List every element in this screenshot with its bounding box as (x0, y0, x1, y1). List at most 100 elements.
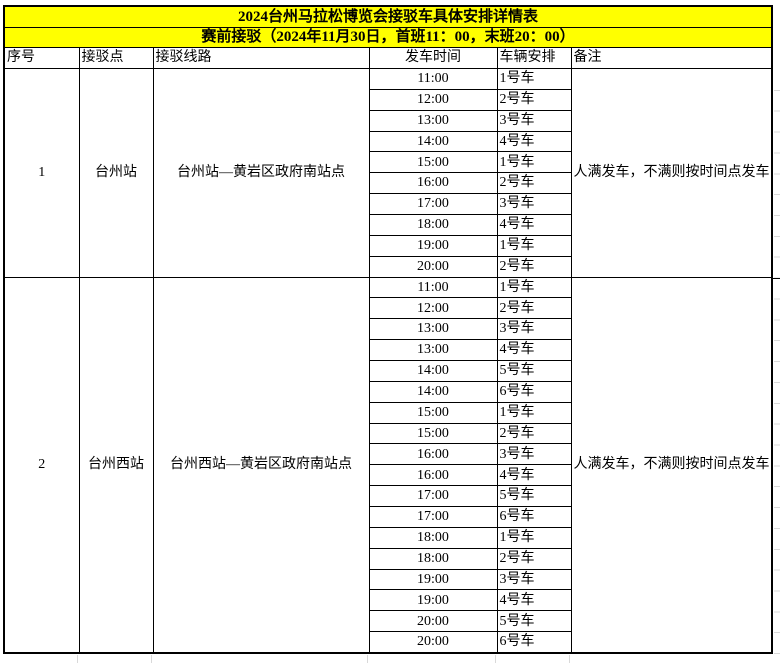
table-row: 20:00 2号车 (4, 255, 772, 278)
vehicle-assignment-cell: 2号车 (496, 422, 572, 445)
table-row: 13:00 3号车 (4, 318, 772, 341)
vehicle-assignment-cell: 4号车 (496, 464, 572, 487)
shuttle-point-cell: 台州西站 (78, 276, 154, 654)
departure-time-cell: 14:00 (368, 380, 498, 403)
departure-time-cell: 15:00 (368, 151, 498, 174)
table-row: 19:00 1号车 (4, 234, 772, 257)
bottom-gridline-tick (77, 655, 78, 663)
shuttle-schedule-table: 2024台州马拉松博览会接驳车具体安排详情表 赛前接驳（2024年11月30日，… (3, 5, 774, 654)
vehicle-assignment-cell: 6号车 (496, 506, 572, 528)
vehicle-assignment-cell: 3号车 (496, 109, 572, 132)
column-header-serial: 序号 (3, 47, 80, 69)
remark-cell: 人满发车，不满则按时间点发车 (570, 276, 773, 654)
table-row: 14:00 4号车 (4, 130, 772, 153)
table-row: 17:00 6号车 (4, 506, 772, 528)
vehicle-assignment-cell: 5号车 (496, 360, 572, 382)
vehicle-assignment-cell: 5号车 (496, 485, 572, 508)
serial-number-cell: 2 (3, 276, 80, 654)
vehicle-assignment-cell: 2号车 (496, 547, 572, 570)
vehicle-assignment-cell: 1号车 (496, 234, 572, 257)
departure-time-cell: 16:00 (368, 172, 498, 195)
bottom-gridline-tick (495, 655, 496, 663)
vehicle-assignment-cell: 6号车 (496, 631, 572, 654)
table-title: 2024台州马拉松博览会接驳车具体安排详情表 (3, 5, 773, 28)
vehicle-assignment-cell: 3号车 (496, 193, 572, 216)
vehicle-assignment-cell: 3号车 (496, 318, 572, 341)
departure-time-cell: 11:00 (368, 68, 498, 90)
departure-time-cell: 14:00 (368, 130, 498, 153)
table-title-row: 2024台州马拉松博览会接驳车具体安排详情表 (3, 5, 773, 28)
departure-time-cell: 11:00 (368, 276, 498, 299)
vehicle-assignment-cell: 1号车 (496, 276, 572, 299)
section-divider-extension (771, 278, 780, 279)
table-row: 17:00 5号车 (4, 485, 772, 508)
table-row: 14:00 5号车 (4, 360, 772, 382)
serial-number-cell: 1 (3, 68, 80, 278)
departure-time-cell: 18:00 (368, 526, 498, 549)
right-margin-gridlines (774, 70, 780, 654)
vehicle-assignment-cell: 1号车 (496, 526, 572, 549)
table-row: 18:00 2号车 (4, 547, 772, 570)
departure-time-cell: 13:00 (368, 109, 498, 132)
column-header-vehicle: 车辆安排 (496, 47, 572, 69)
vehicle-assignment-cell: 4号车 (496, 130, 572, 153)
departure-time-cell: 20:00 (368, 610, 498, 633)
vehicle-assignment-cell: 4号车 (496, 214, 572, 236)
vehicle-assignment-cell: 2号车 (496, 172, 572, 195)
shuttle-table-body: 2024台州马拉松博览会接驳车具体安排详情表 赛前接驳（2024年11月30日，… (3, 5, 773, 654)
departure-time-cell: 15:00 (368, 422, 498, 445)
table-row: 20:00 6号车 (4, 631, 772, 654)
vehicle-assignment-cell: 2号车 (496, 255, 572, 278)
remark-cell: 人满发车，不满则按时间点发车 (570, 68, 773, 278)
bottom-gridline-tick (367, 655, 368, 663)
vehicle-assignment-cell: 4号车 (496, 589, 572, 612)
vehicle-assignment-cell: 1号车 (496, 68, 572, 90)
vehicle-assignment-cell: 2号车 (496, 88, 572, 111)
departure-time-cell: 17:00 (368, 193, 498, 216)
departure-time-cell: 13:00 (368, 339, 498, 362)
shuttle-route-cell: 台州西站—黄岩区政府南站点 (152, 276, 370, 654)
departure-time-cell: 20:00 (368, 255, 498, 278)
shuttle-point-cell: 台州站 (78, 68, 154, 278)
departure-time-cell: 13:00 (368, 318, 498, 341)
departure-time-cell: 19:00 (368, 234, 498, 257)
table-row: 16:00 2号车 (4, 172, 772, 195)
departure-time-cell: 19:00 (368, 589, 498, 612)
departure-time-cell: 12:00 (368, 297, 498, 320)
vehicle-assignment-cell: 1号车 (496, 401, 572, 424)
table-row: 13:00 4号车 (4, 339, 772, 362)
departure-time-cell: 17:00 (368, 485, 498, 508)
vehicle-assignment-cell: 4号车 (496, 339, 572, 362)
table-row: 1 台州站 台州站—黄岩区政府南站点 11:00 1号车 人满发车，不满则按时间点发车 (3, 68, 773, 278)
departure-time-cell: 14:00 (368, 360, 498, 382)
vehicle-assignment-cell: 6号车 (496, 380, 572, 403)
table-header-row: 序号 接驳点 接驳线路 发车时间 车辆安排 备注 (3, 47, 773, 69)
table-row: 19:00 3号车 (4, 568, 772, 591)
bottom-gridline-tick (151, 655, 152, 663)
departure-time-cell: 17:00 (368, 506, 498, 528)
vehicle-assignment-cell: 5号车 (496, 610, 572, 633)
table-subtitle-row: 赛前接驳（2024年11月30日，首班11：00，末班20：00） (3, 27, 773, 48)
departure-time-cell: 16:00 (368, 464, 498, 487)
column-header-route: 接驳线路 (152, 47, 370, 69)
table-row: 20:00 5号车 (4, 610, 772, 633)
departure-time-cell: 20:00 (368, 631, 498, 654)
departure-time-cell: 16:00 (368, 443, 498, 466)
vehicle-assignment-cell: 3号车 (496, 568, 572, 591)
shuttle-route-cell: 台州站—黄岩区政府南站点 (152, 68, 370, 278)
departure-time-cell: 18:00 (368, 547, 498, 570)
table-row: 18:00 4号车 (4, 214, 772, 236)
vehicle-assignment-cell: 1号车 (496, 151, 572, 174)
departure-time-cell: 12:00 (368, 88, 498, 111)
table-row: 12:00 2号车 (4, 297, 772, 320)
table-row: 16:00 4号车 (4, 464, 772, 487)
bottom-gridline-tick (569, 655, 570, 663)
vehicle-assignment-cell: 3号车 (496, 443, 572, 466)
departure-time-cell: 18:00 (368, 214, 498, 236)
departure-time-cell: 19:00 (368, 568, 498, 591)
column-header-time: 发车时间 (368, 47, 498, 69)
table-row: 2 台州西站 台州西站—黄岩区政府南站点 11:00 1号车 人满发车，不满则按时间点发车 (3, 276, 773, 654)
column-header-remark: 备注 (570, 47, 773, 69)
table-row: 16:00 3号车 (4, 443, 772, 466)
